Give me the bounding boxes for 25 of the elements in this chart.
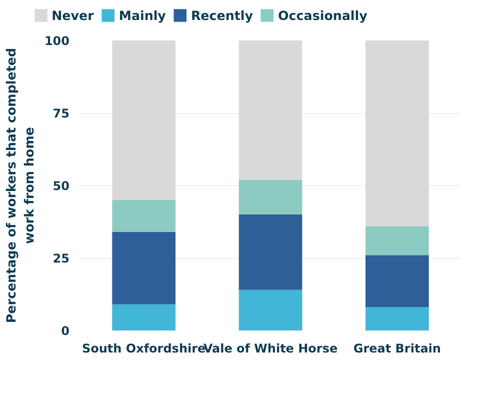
x-tick-label: South Oxfordshire [82, 342, 206, 356]
y-tick-label: 100 [44, 34, 70, 48]
bar [238, 214, 302, 290]
bar [366, 307, 429, 330]
bar [112, 232, 176, 304]
legend-label: Never [52, 8, 94, 22]
y-tick-label: 0 [61, 324, 70, 338]
bar [366, 226, 429, 256]
legend-label: Recently [190, 8, 254, 22]
y-tick-label: 25 [52, 252, 70, 266]
bar [112, 200, 176, 232]
bar [238, 180, 302, 214]
bar [366, 40, 429, 226]
y-axis-title: Percentage of workers that completed work from home [3, 48, 36, 324]
y-tick-label: 75 [52, 106, 70, 120]
legend-label: Mainly [118, 8, 166, 22]
y-tick-label: 50 [52, 179, 70, 193]
bar [112, 304, 176, 330]
bar [366, 255, 429, 308]
x-tick-label: Great Britain [353, 342, 441, 356]
bar [238, 40, 302, 180]
x-tick-label: Vale of White Horse [203, 342, 338, 356]
legend-label: Occasionally [278, 8, 368, 22]
bar [112, 40, 176, 200]
bar [238, 290, 302, 330]
